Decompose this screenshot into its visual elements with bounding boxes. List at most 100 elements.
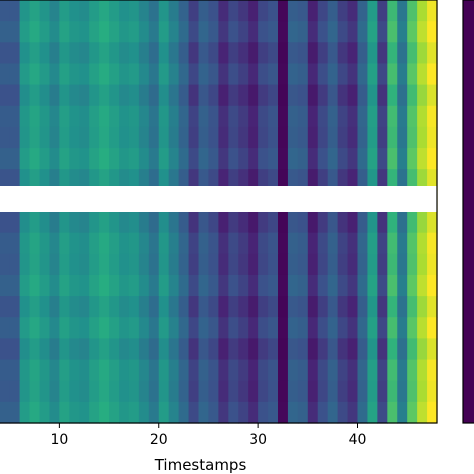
- heatmap-cell: [387, 317, 398, 339]
- heatmap-cell: [317, 169, 329, 191]
- heatmap-cell: [9, 211, 21, 234]
- heatmap-cell: [218, 253, 229, 276]
- heatmap-cell: [9, 126, 21, 149]
- heatmap-cell: [49, 126, 60, 149]
- heatmap-cell: [99, 296, 110, 318]
- heatmap-cell: [79, 253, 90, 276]
- heatmap-cell: [278, 42, 289, 65]
- heatmap-cell: [59, 211, 70, 234]
- heatmap-cell: [327, 84, 339, 107]
- heatmap-cell: [99, 401, 110, 424]
- heatmap-cell: [307, 84, 319, 107]
- heatmap-cell: [287, 105, 299, 128]
- heatmap-cell: [89, 169, 100, 191]
- heatmap-cell: [387, 63, 398, 86]
- heatmap-cell: [297, 169, 309, 191]
- heatmap-cell: [49, 21, 60, 43]
- heatmap-cell: [178, 296, 190, 318]
- heatmap-cell: [337, 0, 349, 22]
- heatmap-cell: [397, 21, 408, 43]
- heatmap-cell: [427, 317, 438, 339]
- heatmap-cell: [268, 232, 279, 255]
- heatmap-cell: [178, 359, 190, 382]
- plot-frame: [0, 0, 438, 424]
- heatmap-cell: [9, 338, 21, 361]
- heatmap-cell: [148, 253, 160, 276]
- heatmap-cell: [29, 42, 41, 65]
- heatmap-cell: [128, 63, 140, 86]
- heatmap-cell: [377, 126, 388, 149]
- heatmap-cell: [9, 169, 21, 191]
- heatmap-cell: [208, 84, 219, 107]
- heatmap-cell: [188, 401, 200, 424]
- heatmap-cell: [148, 0, 160, 22]
- heatmap-cell: [407, 253, 418, 276]
- heatmap-cell: [29, 105, 41, 128]
- heatmap-cell: [148, 274, 160, 297]
- missing-data-band: [0, 186, 437, 212]
- heatmap-cell: [347, 232, 359, 255]
- heatmap-cell: [268, 274, 279, 297]
- heatmap-cell: [268, 126, 279, 149]
- heatmap-cell: [278, 296, 289, 318]
- heatmap-cell: [188, 317, 200, 339]
- heatmap-cell: [89, 253, 100, 276]
- heatmap-cell: [79, 84, 90, 107]
- heatmap-cell: [417, 274, 428, 297]
- heatmap-cell: [377, 232, 388, 255]
- heatmap-cell: [39, 317, 51, 339]
- heatmap-cell: [178, 21, 190, 43]
- heatmap-cell: [148, 317, 160, 339]
- heatmap-cell: [178, 380, 190, 403]
- heatmap-cell: [89, 63, 100, 86]
- heatmap-cell: [417, 169, 428, 191]
- heatmap-cell: [427, 253, 438, 276]
- heatmap-cell: [367, 126, 378, 149]
- heatmap-cell: [238, 359, 249, 382]
- heatmap-cell: [99, 232, 110, 255]
- heatmap-cell: [79, 0, 90, 22]
- heatmap-cell: [317, 296, 329, 318]
- heatmap-cell: [367, 63, 378, 86]
- heatmap-cell: [59, 21, 70, 43]
- heatmap-cell: [377, 0, 388, 22]
- heatmap-cell: [268, 21, 279, 43]
- heatmap-cell: [119, 296, 130, 318]
- heatmap-cell: [158, 380, 170, 403]
- heatmap-cell: [238, 317, 249, 339]
- heatmap-cell: [69, 0, 80, 22]
- heatmap-cell: [138, 63, 150, 86]
- heatmap-cell: [327, 317, 339, 339]
- heatmap-cell: [357, 338, 369, 361]
- heatmap-cell: [49, 253, 60, 276]
- heatmap-cell: [99, 105, 110, 128]
- heatmap-cell: [119, 126, 130, 149]
- heatmap-cell: [69, 63, 80, 86]
- colorbar: [462, 0, 474, 424]
- heatmap-cell: [258, 253, 269, 276]
- heatmap-cell: [168, 21, 180, 43]
- heatmap-cell: [417, 253, 428, 276]
- heatmap-cell: [228, 126, 239, 149]
- heatmap-cell: [109, 84, 120, 107]
- heatmap-cell: [168, 148, 180, 170]
- heatmap-cell: [278, 63, 289, 86]
- heatmap-cell: [69, 169, 80, 191]
- heatmap-cell: [69, 211, 80, 234]
- heatmap-cell: [178, 274, 190, 297]
- heatmap-cell: [248, 211, 259, 234]
- heatmap-cell: [39, 211, 51, 234]
- heatmap-cell: [59, 274, 70, 297]
- heatmap-cell: [387, 296, 398, 318]
- heatmap-cell: [287, 232, 299, 255]
- heatmap-cell: [148, 359, 160, 382]
- heatmap-cell: [188, 296, 200, 318]
- heatmap-cell: [397, 42, 408, 65]
- heatmap-cell: [407, 126, 418, 149]
- heatmap-cell: [278, 274, 289, 297]
- heatmap-cell: [367, 232, 378, 255]
- heatmap-cell: [347, 274, 359, 297]
- heatmap-cell: [198, 338, 210, 361]
- heatmap-cell: [0, 148, 11, 170]
- heatmap-cell: [317, 232, 329, 255]
